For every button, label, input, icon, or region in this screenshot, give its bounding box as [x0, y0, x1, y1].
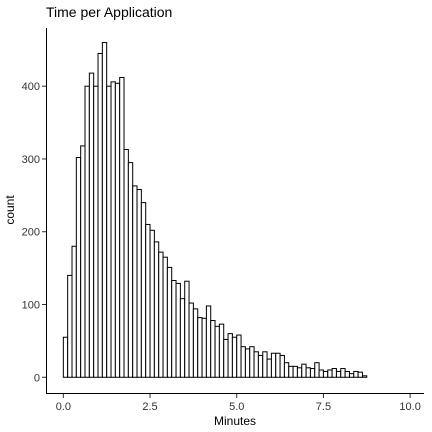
histogram-bar — [322, 370, 329, 378]
y-axis-label: count — [3, 195, 17, 225]
histogram-bar — [270, 352, 277, 378]
x-tick-label: 0.0 — [56, 401, 71, 413]
histogram-bar — [223, 338, 229, 378]
y-tick-label: 400 — [22, 81, 40, 93]
histogram-bar — [114, 82, 121, 378]
histogram-bar — [149, 229, 155, 378]
histogram-bar — [71, 245, 77, 378]
histogram-bar — [218, 323, 225, 378]
histogram-bar — [253, 351, 259, 378]
histogram-bar — [145, 223, 151, 378]
histogram-bar — [132, 185, 138, 378]
histogram-bar — [340, 368, 346, 378]
y-tick-label: 300 — [22, 154, 40, 166]
histogram-bar — [275, 352, 281, 378]
histogram-bar — [214, 325, 220, 378]
histogram-bar — [331, 368, 337, 378]
histogram-bar — [119, 76, 125, 378]
histogram-bar — [244, 348, 251, 378]
histogram-bar — [140, 202, 147, 378]
histogram-bar — [292, 365, 298, 378]
histogram-bar — [205, 305, 212, 378]
histogram-bars — [62, 42, 368, 378]
histogram-bar — [236, 334, 242, 378]
histogram-bar — [97, 52, 103, 378]
histogram-bar — [153, 241, 160, 378]
histogram-bar — [88, 72, 95, 378]
histogram-bar — [62, 336, 69, 378]
histogram-bar — [75, 157, 82, 378]
histogram-bar — [171, 279, 177, 378]
histogram-bar — [158, 251, 164, 378]
histogram-bar — [162, 256, 168, 378]
histogram-bar — [249, 346, 255, 378]
histogram-bar — [335, 370, 342, 378]
histogram-bar — [305, 367, 311, 378]
histogram-bar — [188, 302, 194, 378]
chart-title: Time per Application — [46, 4, 172, 20]
histogram-bar — [179, 298, 186, 378]
histogram-bar — [240, 346, 246, 378]
histogram-bar — [201, 317, 207, 378]
histogram-bar — [166, 266, 173, 378]
histogram-bar — [262, 351, 268, 378]
x-tick-label: 5.0 — [229, 401, 244, 413]
histogram-bar — [210, 320, 216, 378]
histogram-bar — [110, 81, 116, 378]
histogram-bar — [136, 189, 142, 378]
histogram-bar — [123, 149, 129, 378]
histogram-bar — [84, 85, 90, 378]
y-tick-label: 100 — [22, 300, 40, 312]
histogram-bar — [318, 369, 324, 378]
histogram-bar — [283, 362, 290, 378]
histogram-bar — [327, 369, 333, 378]
y-axis-ticks: 0 100 200 300 400 — [22, 81, 46, 384]
histogram-bar — [314, 362, 320, 378]
histogram-bar — [296, 367, 303, 378]
histogram-bar — [279, 354, 285, 378]
histogram-bar — [227, 333, 233, 378]
histogram-bar — [301, 363, 307, 378]
histogram-bar — [93, 85, 99, 378]
histogram-bar — [309, 368, 316, 378]
histogram-bar — [361, 375, 368, 378]
x-axis-ticks: 0.0 2.5 5.0 7.5 10.0 — [56, 394, 421, 413]
histogram-bar — [288, 365, 294, 378]
histogram-bar — [192, 308, 199, 378]
y-tick-label: 0 — [34, 372, 40, 384]
histogram-bar — [357, 371, 363, 378]
x-tick-label: 2.5 — [142, 401, 157, 413]
histogram-bar — [353, 370, 359, 378]
histogram-bar — [101, 42, 108, 378]
histogram-bar — [175, 282, 181, 378]
histogram-bar — [184, 280, 190, 378]
x-tick-label: 7.5 — [316, 401, 331, 413]
histogram-bar — [348, 373, 355, 378]
x-axis-label: Minutes — [214, 414, 256, 428]
histogram-bar — [197, 317, 203, 378]
histogram-bar — [231, 336, 238, 378]
histogram-bar — [127, 162, 134, 378]
x-tick-label: 10.0 — [399, 401, 420, 413]
histogram-bar — [257, 354, 264, 378]
histogram-bar — [80, 145, 86, 378]
histogram-bar — [344, 370, 350, 378]
histogram-bar — [266, 358, 272, 378]
histogram-bar — [67, 274, 73, 378]
histogram-bar — [106, 85, 112, 378]
y-tick-label: 200 — [22, 227, 40, 239]
